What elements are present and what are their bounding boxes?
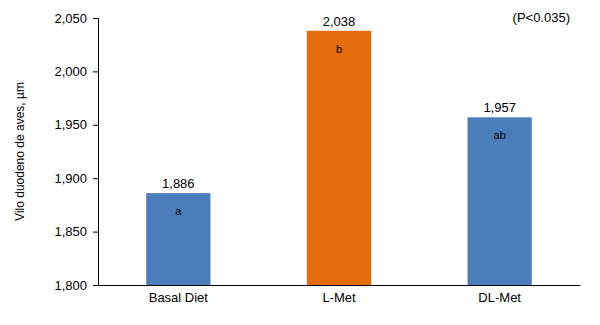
data-label: 2,038 <box>323 14 356 29</box>
y-tick-label: 2,000 <box>54 64 87 79</box>
data-labels: 1,886 2,038 1,957 <box>162 14 516 191</box>
y-tick: 2,000 <box>54 64 98 79</box>
bar <box>468 117 532 285</box>
x-tick: DL-Met <box>478 285 521 305</box>
bar <box>146 193 210 285</box>
y-tick-mark <box>93 125 98 126</box>
x-tick-label: Basal Diet <box>149 290 209 305</box>
data-label: 1,957 <box>483 100 516 115</box>
bars <box>146 31 532 285</box>
x-tick-label: L-Met <box>322 290 356 305</box>
y-tick: 1,800 <box>54 278 98 293</box>
bar <box>307 31 371 285</box>
y-tick-label: 2,050 <box>54 11 87 26</box>
y-tick-mark <box>93 71 98 72</box>
x-tick-label: DL-Met <box>478 290 521 305</box>
y-tick: 2,050 <box>54 11 98 26</box>
annotation: (P<0.035) <box>513 10 570 25</box>
y-tick-label: 1,850 <box>54 224 87 239</box>
y-tick-mark <box>93 232 98 233</box>
y-axis-title: Vilo duodeno de aves, µm <box>13 82 27 221</box>
plot: 1,800 1,850 1,900 1,950 2,000 2,050 Basal Diet… <box>54 11 580 306</box>
y-tick: 1,900 <box>54 171 98 186</box>
x-axis-line <box>99 285 581 286</box>
y-tick-label: 1,900 <box>54 171 87 186</box>
significance-letter: ab <box>494 129 506 141</box>
x-axis: Basal Diet L-Met DL-Met <box>99 285 581 305</box>
significance-letters: abab <box>175 43 506 217</box>
data-label: 1,886 <box>162 176 195 191</box>
y-tick-mark <box>93 285 98 286</box>
y-tick-label: 1,800 <box>54 278 87 293</box>
y-axis-line <box>93 19 99 286</box>
significance-letter: a <box>175 205 182 217</box>
y-tick-mark <box>93 178 98 179</box>
x-tick: L-Met <box>322 285 356 305</box>
x-tick: Basal Diet <box>149 285 209 305</box>
significance-letter: b <box>336 43 342 55</box>
y-tick-label: 1,950 <box>54 117 87 132</box>
y-tick: 1,850 <box>54 224 98 239</box>
y-axis: 1,800 1,850 1,900 1,950 2,000 2,050 <box>54 11 98 293</box>
y-tick-mark <box>93 18 98 19</box>
chart: 1,800 1,850 1,900 1,950 2,000 2,050 Basal Diet… <box>0 0 600 325</box>
y-tick: 1,950 <box>54 117 98 132</box>
